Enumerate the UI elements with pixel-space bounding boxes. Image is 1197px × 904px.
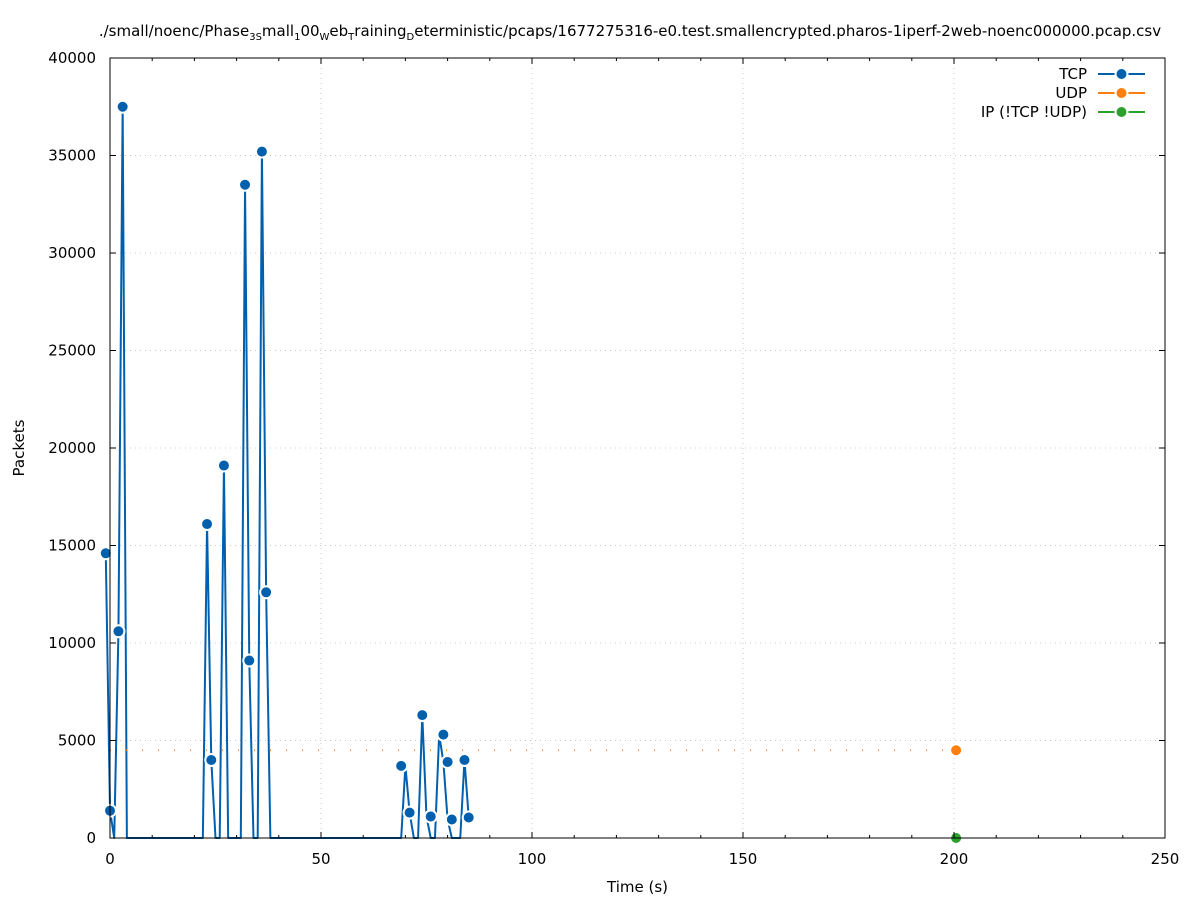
data-point-tcp [461, 810, 476, 825]
x-tick-label: 200 [940, 850, 969, 868]
legend-label: UDP [1055, 84, 1087, 102]
data-point-tcp [216, 458, 231, 473]
data-point-tcp [394, 758, 409, 773]
y-tick-label: 15000 [48, 537, 96, 555]
data-point-tcp [111, 624, 126, 639]
data-point-tcp [457, 753, 472, 767]
x-tick-label: 150 [729, 850, 758, 868]
y-tick-label: 30000 [48, 244, 96, 262]
data-point-tcp [242, 653, 257, 668]
data-point-tcp [204, 753, 219, 767]
markers-layer [98, 99, 964, 845]
data-point-tcp [402, 805, 417, 820]
data-point-tcp [436, 727, 451, 742]
ticks [109, 57, 1166, 839]
legend-marker [1114, 86, 1129, 100]
title-subscript: W [320, 32, 330, 43]
title-subscript: T [347, 32, 355, 43]
y-tick-label: 35000 [48, 147, 96, 165]
legend-label: IP (!TCP !UDP) [981, 103, 1087, 121]
data-point-tcp [423, 809, 438, 824]
legend-marker [1114, 105, 1129, 119]
title-text: ./small/noenc/Phase [99, 22, 249, 40]
y-tick-label: 0 [86, 829, 96, 847]
x-tick-label: 0 [105, 850, 115, 868]
x-tick-label: 50 [311, 850, 330, 868]
data-point-tcp [98, 546, 113, 561]
legend-marker [1114, 67, 1129, 81]
data-point-udp [949, 743, 964, 758]
data-point-tcp [440, 754, 455, 769]
title-subscript: 1 [294, 32, 300, 43]
title-text: 00 [300, 22, 319, 40]
y-tick-label: 25000 [48, 342, 96, 360]
grid [110, 58, 1165, 838]
x-tick-label: 250 [1151, 850, 1180, 868]
data-point-tcp [238, 177, 253, 192]
x-axis-label: Time (s) [606, 878, 668, 896]
legend-label: TCP [1058, 65, 1087, 83]
title-subscript: D [407, 32, 415, 43]
x-tick-label: 100 [518, 850, 547, 868]
title-text: eterministic/pcaps/1677275316-e0.test.sm… [414, 22, 1161, 40]
title-text: eb [329, 22, 348, 40]
y-tick-label: 40000 [48, 49, 96, 67]
chart-title: ./small/noenc/Phase3Small100WebTrainingD… [99, 22, 1161, 43]
tick-labels: 0 50 100 150 200 250 0 5000 10000 15000 20000 25000… [48, 49, 1179, 868]
y-tick-label: 20000 [48, 439, 96, 457]
title-text: mall [262, 22, 294, 40]
data-point-tcp [444, 812, 459, 827]
y-tick-label: 5000 [58, 732, 96, 750]
data-point-tcp [254, 144, 269, 159]
y-tick-label: 10000 [48, 634, 96, 652]
data-point-tcp [259, 585, 274, 600]
y-axis-label: Packets [10, 419, 28, 476]
data-point-tcp [115, 99, 130, 114]
title-text: raining [354, 22, 406, 40]
data-point-tcp [415, 708, 430, 723]
data-point-tcp [200, 517, 215, 532]
title-subscript: 3S [249, 32, 262, 43]
